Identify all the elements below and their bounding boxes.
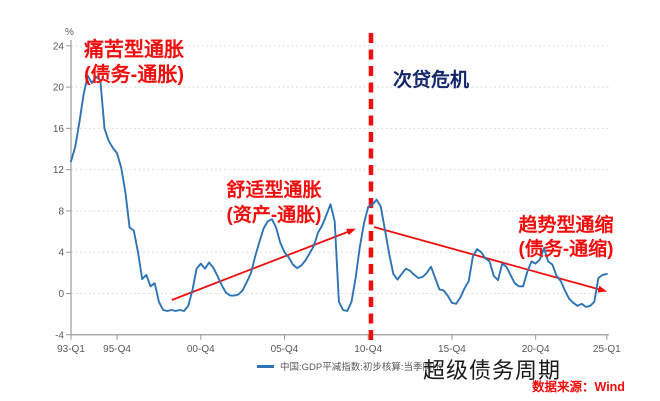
x-tick-label-15-Q4: 15-Q4 <box>438 344 466 355</box>
y-tick-label--4: -4 <box>55 330 64 341</box>
x-tick-label-05-Q4: 05-Q4 <box>271 344 299 355</box>
annotation-comfortable-line2: (资产-通胀) <box>226 205 322 226</box>
subprime-crisis-label: 次贷危机 <box>393 70 470 91</box>
annotation-comfortable-line1: 舒适型通胀 <box>226 180 322 201</box>
y-tick-label-4: 4 <box>58 248 64 259</box>
annotation-trend-line1: 趋势型通缩 <box>518 215 614 236</box>
y-tick-label-8: 8 <box>58 206 64 217</box>
x-tick-label-95-Q4: 95-Q4 <box>103 344 131 355</box>
annotation-painful-line1: 痛苦型通胀 <box>84 39 184 61</box>
annotation-painful-inflation: 痛苦型通胀 (债务-通胀) <box>74 38 194 88</box>
y-tick-label-24: 24 <box>53 41 65 52</box>
legend: 中国:GDP平减指数:初步核算:当季同比 <box>257 359 442 373</box>
rising-inflation-arrow <box>171 228 356 301</box>
legend-series-label: 中国:GDP平减指数:初步核算:当季同比 <box>280 362 442 373</box>
y-tick-label-16: 16 <box>53 124 65 135</box>
annotation-comfortable-inflation: 舒适型通胀 (资产-通胀) <box>218 178 330 228</box>
y-tick-label-0: 0 <box>58 289 64 300</box>
x-tick-label-20-Q4: 20-Q4 <box>522 344 550 355</box>
data-source-label: 数据来源：Wind <box>532 380 625 394</box>
gdp-deflator-series-line <box>70 74 608 312</box>
x-tick-label-93-Q1: 93-Q1 <box>57 344 85 355</box>
y-tick-label-20: 20 <box>53 83 65 94</box>
legend-line-swatch <box>257 364 274 368</box>
annotation-trend-deflation: 趋势型通缩 (债务-通缩) <box>510 214 622 262</box>
annotation-painful-line2: (债务-通胀) <box>84 64 184 86</box>
x-tick-label-00-Q4: 00-Q4 <box>187 344 215 355</box>
y-axis-unit-label: % <box>65 27 74 38</box>
x-tick-label-25-Q1: 25-Q1 <box>593 344 621 355</box>
y-tick-label-12: 12 <box>53 165 65 176</box>
axes: -4 0 4 8 12 16 20 24 93-Q1 95-Q4 00-Q4 05-Q4 10-Q4 15… <box>53 40 621 355</box>
falling-deflation-arrow <box>373 226 608 293</box>
annotation-trend-line2: (债务-通缩) <box>518 239 614 260</box>
caption-super-debt-cycle: 超级债务周期 <box>423 358 562 383</box>
x-tick-label-10-Q4: 10-Q4 <box>354 344 382 355</box>
